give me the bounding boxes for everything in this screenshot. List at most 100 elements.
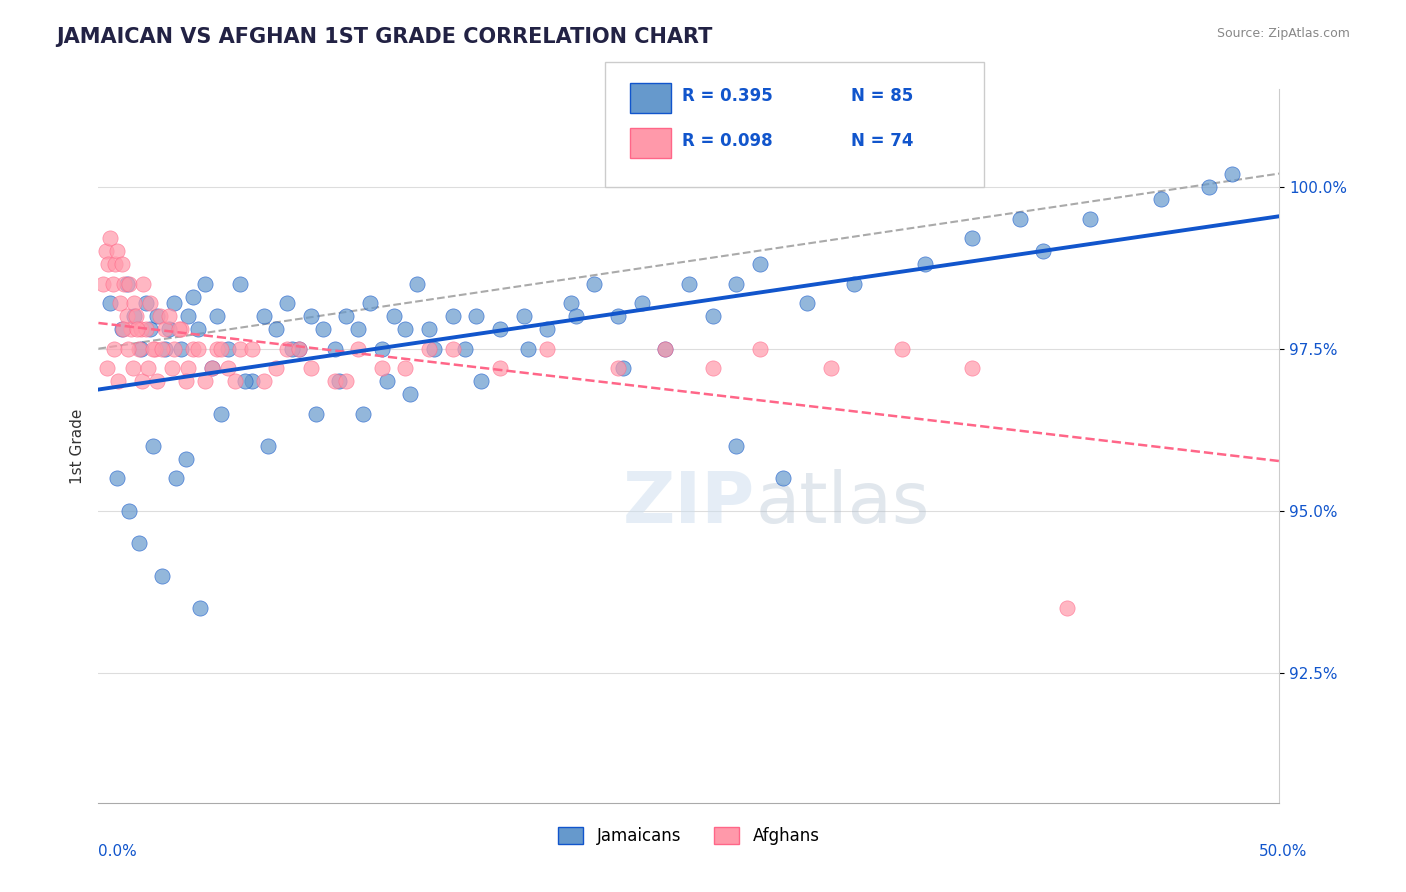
Point — [174, 452, 197, 467]
Point — [122, 310, 145, 324]
Point — [914, 257, 936, 271]
Point — [299, 361, 322, 376]
Point — [108, 296, 131, 310]
Y-axis label: 1st Grade: 1st Grade — [69, 409, 84, 483]
Point — [844, 277, 866, 291]
Point — [607, 310, 630, 324]
Point — [654, 342, 676, 356]
Text: Source: ZipAtlas.com: Source: ZipAtlas.com — [1216, 27, 1350, 40]
Point — [335, 310, 357, 324]
Point — [375, 374, 398, 388]
Point — [157, 322, 180, 336]
Point — [112, 277, 135, 291]
Point — [453, 342, 475, 356]
Point — [359, 296, 381, 310]
Point — [1080, 211, 1102, 226]
Point — [489, 361, 512, 376]
Point — [470, 374, 492, 388]
Point — [101, 277, 124, 291]
Point — [418, 322, 440, 336]
Point — [323, 342, 346, 356]
Point — [1008, 211, 1031, 226]
Point — [111, 322, 134, 336]
Point — [394, 361, 416, 376]
Point — [1220, 167, 1243, 181]
Point — [702, 361, 724, 376]
Point — [276, 342, 298, 356]
Point — [406, 277, 429, 291]
Point — [112, 322, 135, 336]
Point — [194, 374, 217, 388]
Point — [654, 342, 676, 356]
Point — [371, 361, 394, 376]
Text: ZIP: ZIP — [623, 468, 755, 538]
Point — [517, 342, 540, 356]
Point — [170, 342, 193, 356]
Point — [205, 342, 228, 356]
Point — [1032, 244, 1054, 259]
Point — [820, 361, 842, 376]
Point — [128, 536, 150, 550]
Point — [143, 342, 166, 356]
Point — [201, 361, 224, 376]
Point — [489, 322, 512, 336]
Point — [167, 322, 190, 336]
Point — [890, 342, 912, 356]
Point — [347, 322, 370, 336]
Point — [142, 439, 165, 453]
Point — [217, 361, 239, 376]
Point — [118, 504, 141, 518]
Point — [163, 296, 186, 310]
Point — [127, 322, 149, 336]
Point — [111, 257, 134, 271]
Point — [560, 296, 582, 310]
Point — [157, 310, 180, 324]
Point — [163, 342, 186, 356]
Point — [149, 310, 172, 324]
Point — [725, 277, 748, 291]
Point — [323, 374, 346, 388]
Text: 0.0%: 0.0% — [98, 845, 138, 859]
Point — [1056, 601, 1078, 615]
Point — [139, 322, 162, 336]
Point — [328, 374, 350, 388]
Point — [281, 342, 304, 356]
Text: atlas: atlas — [755, 468, 929, 538]
Point — [229, 277, 252, 291]
Point — [205, 310, 228, 324]
Point — [132, 277, 155, 291]
Point — [1150, 193, 1173, 207]
Point — [98, 296, 121, 310]
Point — [748, 342, 770, 356]
Point — [305, 407, 328, 421]
Point — [335, 374, 357, 388]
Point — [187, 342, 209, 356]
Point — [177, 310, 200, 324]
Text: N = 74: N = 74 — [851, 132, 912, 150]
Point — [796, 296, 818, 310]
Point — [352, 407, 374, 421]
Point — [177, 361, 200, 376]
Point — [170, 322, 193, 336]
Point — [165, 471, 187, 485]
Point — [98, 231, 121, 245]
Point — [121, 361, 143, 376]
Point — [612, 361, 634, 376]
Point — [209, 407, 232, 421]
Point — [181, 290, 204, 304]
Point — [128, 342, 150, 356]
Point — [136, 361, 159, 376]
Point — [678, 277, 700, 291]
Point — [1198, 179, 1220, 194]
Point — [139, 296, 162, 310]
Point — [394, 322, 416, 336]
Point — [264, 322, 287, 336]
Point — [399, 387, 422, 401]
Point — [418, 342, 440, 356]
Point — [312, 322, 335, 336]
Point — [188, 601, 211, 615]
Point — [607, 361, 630, 376]
Point — [276, 296, 298, 310]
Point — [181, 342, 204, 356]
Point — [224, 374, 246, 388]
